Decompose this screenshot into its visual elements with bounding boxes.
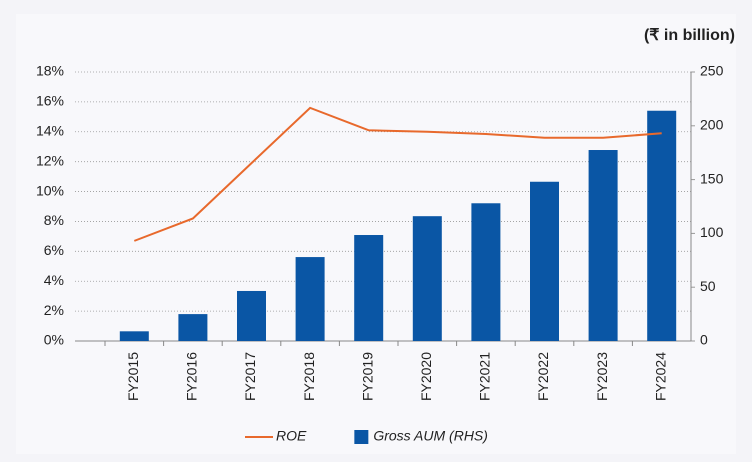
bar <box>588 150 618 341</box>
y-tick-label: 6% <box>44 242 64 258</box>
x-tick-label: FY2021 <box>477 352 493 401</box>
bar <box>471 203 501 341</box>
bar <box>354 235 384 341</box>
y-tick-label: 18% <box>36 63 64 79</box>
legend-swatch <box>354 430 369 444</box>
x-tick-label: FY2017 <box>242 352 258 401</box>
bar <box>295 257 325 341</box>
x-tick-label: FY2023 <box>594 352 610 401</box>
y2-tick-label: 150 <box>700 170 724 186</box>
bar <box>237 290 266 341</box>
x-tick-label: FY2024 <box>652 352 668 401</box>
y-tick-label: 16% <box>36 93 64 109</box>
unit-label: (₹ in billion) <box>644 27 735 44</box>
x-tick-label: FY2020 <box>418 352 434 401</box>
y-tick-label: 2% <box>44 302 64 318</box>
bar <box>412 216 442 341</box>
x-tick-label: FY2022 <box>535 352 551 401</box>
x-tick-label: FY2019 <box>359 352 375 401</box>
bar <box>647 110 677 342</box>
y-tick-label: 8% <box>44 212 64 228</box>
y-tick-label: 14% <box>36 122 64 138</box>
legend-label: ROE <box>276 428 307 444</box>
x-tick-label: FY2015 <box>125 352 141 401</box>
x-tick-label: FY2016 <box>184 352 200 401</box>
legend-label: Gross AUM (RHS) <box>373 428 488 444</box>
y2-tick-label: 0 <box>700 332 708 348</box>
y-tick-label: 4% <box>44 272 64 288</box>
y2-tick-label: 50 <box>700 278 716 294</box>
bar <box>530 181 559 341</box>
chart-area <box>16 14 736 454</box>
y-tick-label: 10% <box>36 182 64 198</box>
bar <box>178 314 208 341</box>
y-tick-label: 12% <box>36 152 64 168</box>
bar <box>119 331 149 341</box>
x-tick-label: FY2018 <box>301 352 317 401</box>
y2-tick-label: 100 <box>700 224 724 240</box>
y-tick-label: 0% <box>44 332 64 348</box>
y2-tick-label: 250 <box>700 63 724 79</box>
roe-line <box>133 106 662 242</box>
y2-tick-label: 200 <box>700 117 724 133</box>
